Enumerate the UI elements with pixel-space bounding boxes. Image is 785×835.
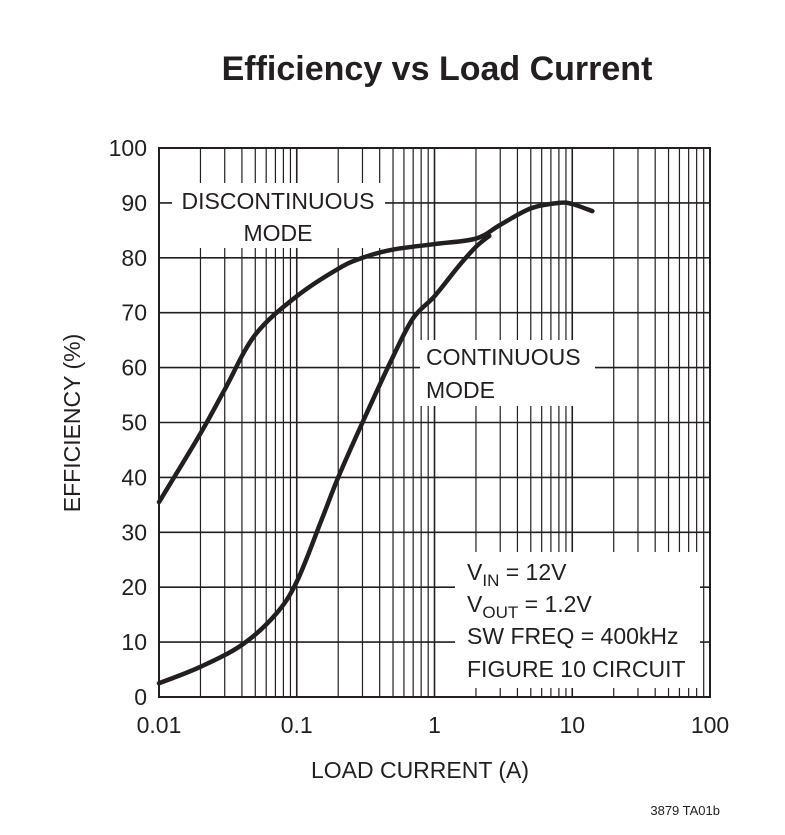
y-tick-label: 40 [121,464,147,490]
frequency-condition: SW FREQ = 400kHz [467,623,679,649]
x-tick-label: 0.01 [137,712,182,738]
y-tick-label: 90 [121,190,147,216]
x-axis-label: LOAD CURRENT (A) [311,757,529,783]
y-tick-label: 50 [121,410,147,436]
y-tick-label: 100 [109,135,147,161]
x-tick-label: 0.1 [281,712,313,738]
x-tick-label: 10 [559,712,585,738]
continuous-mode-line [156,233,492,686]
discontinuous-label-1: DISCONTINUOUS [182,188,375,214]
x-tick-label: 1 [428,712,441,738]
y-tick-label: 0 [134,684,147,710]
y-axis-label: EFFICIENCY (%) [59,334,85,512]
y-tick-label: 10 [121,629,147,655]
y-tick-label: 20 [121,574,147,600]
y-tick-label: 30 [121,519,147,545]
y-tick-label: 60 [121,355,147,381]
discontinuous-label-2: MODE [244,220,313,246]
vin-condition: VIN = 12V [467,559,567,590]
tick-labels: 0.01 0.1 1 10 100 0 10 20 30 40 50 60 70 80 90 100 [109,135,730,738]
continuous-label-1: CONTINUOUS [426,344,581,370]
series-lines [156,200,595,686]
discontinuous-mode-line [156,200,595,505]
vout-condition: VOUT = 1.2V [467,591,592,622]
y-tick-label: 70 [121,300,147,326]
annotation-backgrounds [172,183,700,688]
chart-title: Efficiency vs Load Current [222,50,653,88]
plot-frame [158,147,711,698]
y-tick-label: 80 [121,245,147,271]
continuous-label-2: MODE [426,377,495,403]
circuit-condition: FIGURE 10 CIRCUIT [467,656,686,682]
x-tick-label: 100 [691,712,729,738]
figure-code: 3879 TA01b [650,803,720,818]
